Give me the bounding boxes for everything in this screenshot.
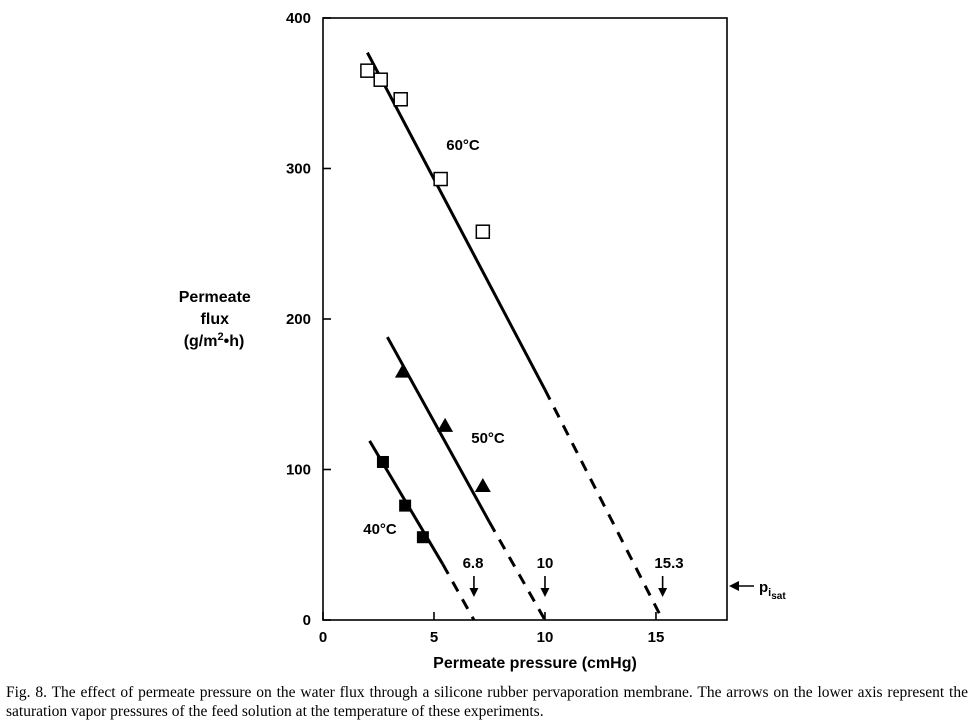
series-2-point-2 [416,531,429,544]
data-markers [360,63,491,544]
chart-svg: 0 5 10 15 0 100 200 300 400 Permeate pressure (c… [179,10,787,672]
y-tick-label-100: 100 [286,462,311,479]
series-label-60: 60°C [446,137,480,154]
series-0-point-1 [373,72,388,87]
y-tick-label-200: 200 [286,311,311,328]
y-axis-title-line3a: (g/m [184,333,218,350]
saturation-label-6.8: 6.8 [463,555,484,572]
y-tick-label-400: 400 [286,10,311,27]
x-tick-label-15: 15 [648,629,665,646]
series-0-point-2 [393,92,408,107]
axis-ticks: 0 5 10 15 0 100 200 300 400 [286,10,665,646]
series-0-point-0 [360,63,375,78]
x-tick-label-5: 5 [430,629,438,646]
y-axis-title-line3b: •h) [224,333,245,350]
y-axis-title-line2: flux [201,311,230,328]
y-tick-label-0: 0 [303,612,311,629]
saturation-label-10: 10 [537,555,554,572]
series-1-point-2 [474,478,491,493]
series-label-50: 50°C [471,430,505,447]
saturation-label-15.3: 15.3 [654,555,683,572]
saturation-arrowhead-0 [469,588,479,597]
series-label-40: 40°C [363,521,397,538]
series-0-solid-line [366,51,547,391]
figure-caption: Fig. 8. The effect of permeate pressure … [6,684,968,720]
series-1-point-0 [394,363,411,378]
y-tick-label-300: 300 [286,161,311,178]
saturation-arrowhead-1 [540,588,550,597]
series-0-dashed-line [543,389,664,621]
annotations [469,576,668,597]
saturation-marker-arrowhead [729,581,739,591]
series-2-dashed-line [441,563,476,621]
series-2-point-0 [376,455,389,468]
series-0-point-3 [433,171,448,187]
y-axis-title-line1: Permeate [179,289,251,306]
y-axis-title: Permeate flux (g/m2•h) [179,289,256,350]
series-0-point-4 [475,224,491,239]
y-axis-title-sup: 2 [217,331,223,343]
saturation-arrowhead-2 [658,588,668,597]
series-2-point-1 [399,499,412,512]
x-axis-title: Permeate pressure (cmHg) [433,655,637,672]
series-1-point-1 [437,417,454,432]
x-tick-label-10: 10 [537,629,554,646]
series-lines [366,51,664,621]
x-tick-label-0: 0 [319,629,327,646]
saturation-marker-label: pisat [759,579,786,602]
saturation-pressure-marker: pisat [729,579,786,602]
